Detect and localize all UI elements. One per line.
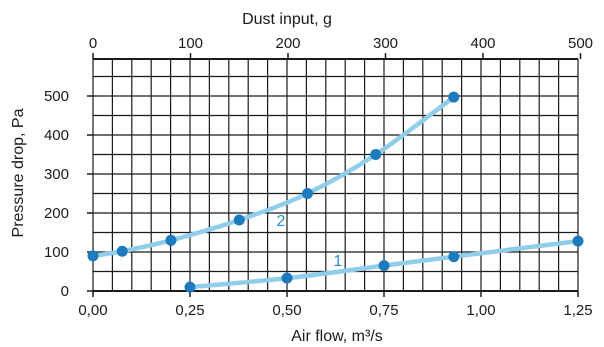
bottom-tick-label: 1,25 (563, 302, 592, 319)
left-axis-ticks: 0 100 200 300 400 500 (44, 88, 93, 300)
series-labels: 12 (277, 213, 343, 270)
bottom-tick-label: 0,50 (272, 302, 301, 319)
left-tick-label: 0 (61, 283, 69, 300)
left-axis-title: Pressure drop, Pa (10, 108, 27, 237)
top-tick-label: 500 (568, 35, 593, 52)
series-1-point (448, 251, 460, 263)
bottom-tick-label: 1,00 (466, 302, 495, 319)
bottom-tick-label: 0,00 (78, 302, 107, 319)
series-2-point (448, 91, 460, 103)
top-axis-ticks: 0 100 200 300 400 500 (89, 35, 593, 59)
bottom-tick-label: 0,25 (175, 302, 204, 319)
series-2-point (116, 245, 128, 257)
left-tick-label: 200 (44, 205, 69, 222)
series-2-point (165, 234, 177, 246)
top-tick-label: 100 (178, 35, 203, 52)
top-tick-label: 300 (373, 35, 398, 52)
left-tick-label: 500 (44, 88, 69, 105)
top-axis-title: Dust input, g (242, 11, 332, 28)
axes (93, 58, 578, 292)
series-2-point (370, 149, 382, 160)
bottom-tick-label: 0,75 (369, 302, 398, 319)
series-1-point (184, 281, 196, 293)
series-1-label: 1 (334, 253, 343, 270)
left-tick-label: 400 (44, 127, 69, 144)
top-tick-label: 400 (470, 35, 495, 52)
series-2-label: 2 (277, 213, 286, 230)
bottom-axis-title: Air flow, m³/s (291, 328, 383, 345)
series-2-point (233, 214, 245, 226)
series-1-point (378, 260, 390, 272)
series-2-point (87, 250, 99, 262)
left-tick-label: 100 (44, 244, 69, 261)
top-tick-label: 0 (89, 35, 97, 52)
bottom-axis-ticks: 0,00 0,25 0,50 0,75 1,00 1,25 (78, 291, 593, 319)
series-1-point (572, 235, 584, 247)
top-tick-label: 200 (275, 35, 300, 52)
series-1-point (281, 272, 293, 284)
series-markers (87, 91, 584, 293)
left-tick-label: 300 (44, 166, 69, 183)
series-2-point (302, 188, 313, 199)
